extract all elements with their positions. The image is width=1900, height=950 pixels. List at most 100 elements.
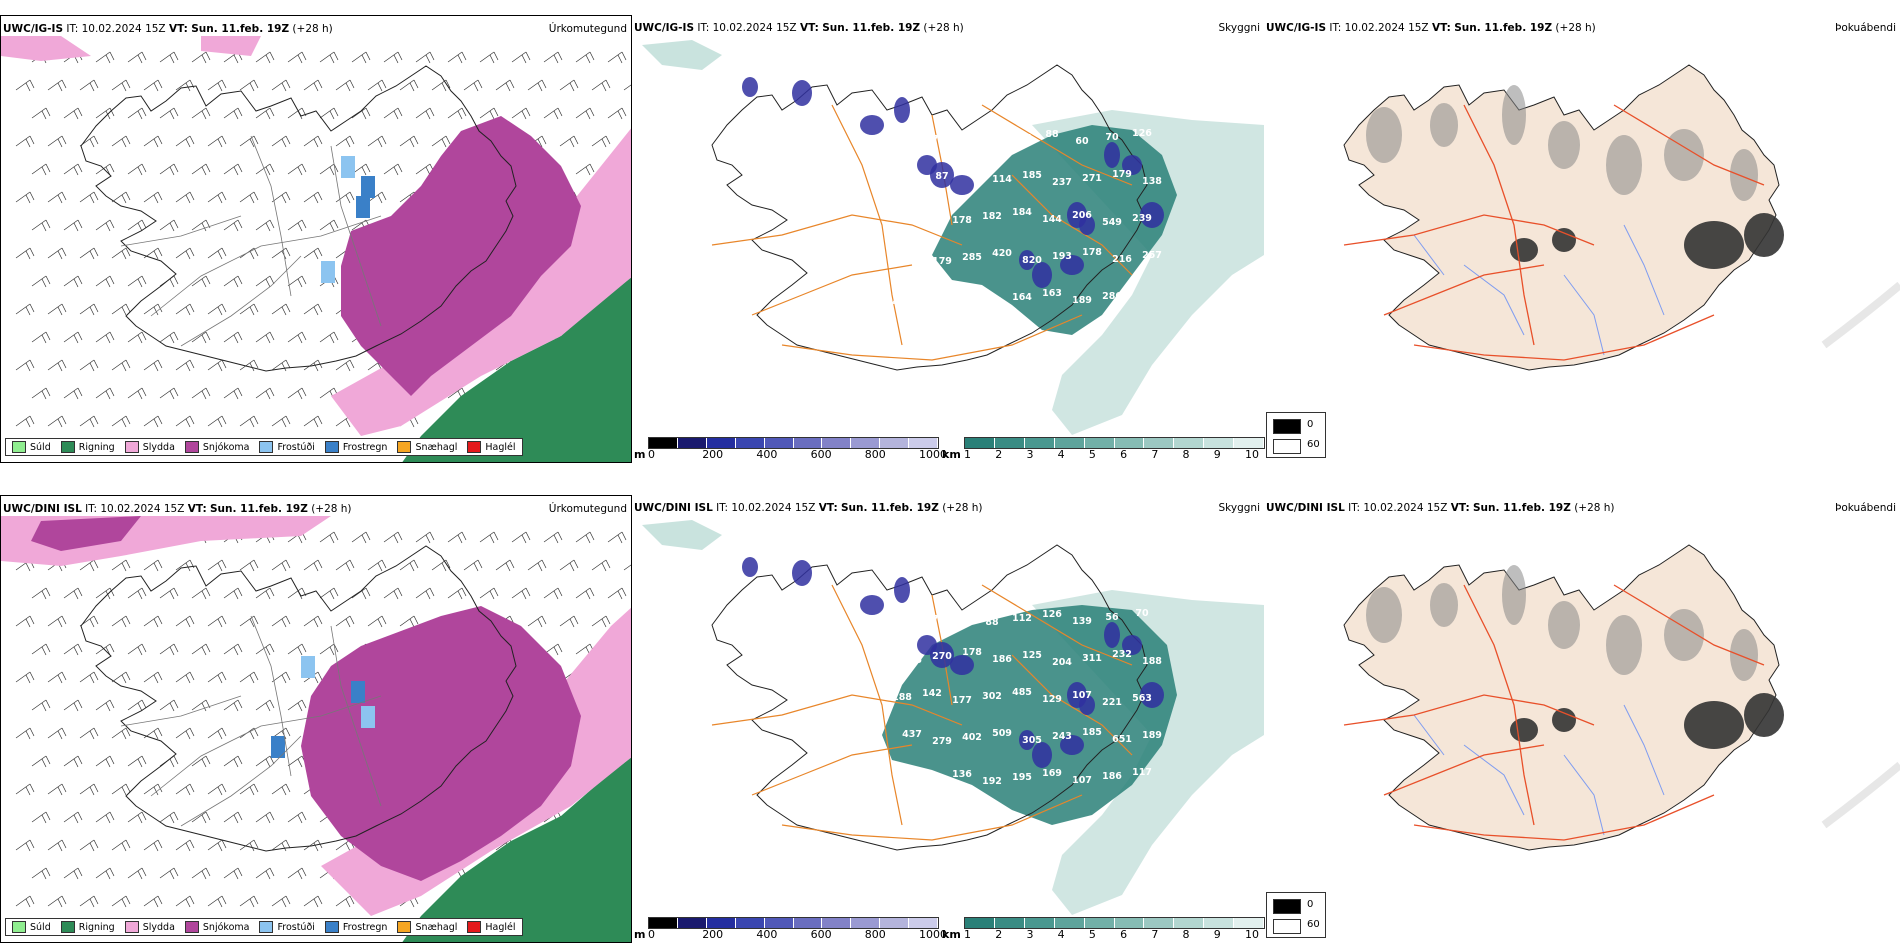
fog-key-top: 0 60: [1266, 412, 1326, 458]
panel-header: UWC/DINI ISL IT: 10.02.2024 15Z VT: Sun.…: [1266, 502, 1615, 514]
wind-barb: [47, 839, 67, 852]
wind-barb: [223, 811, 243, 824]
wind-barb: [223, 755, 243, 768]
wind-barb: [111, 895, 131, 908]
wind-barb: [223, 275, 243, 288]
wind-barb: [47, 415, 67, 428]
colorbar-tick-label: 400: [756, 928, 778, 941]
fog-index-patch: [1366, 107, 1402, 163]
road: [120, 215, 242, 247]
coastline: [80, 65, 517, 372]
wind-barb: [175, 839, 195, 852]
colorbar-tick-label: 1: [964, 448, 971, 461]
wind-barb: [287, 331, 307, 344]
high-terrain-patch: [950, 655, 974, 675]
visibility-value-label: 290: [902, 814, 922, 825]
visibility-value-label: 178: [962, 647, 982, 658]
colorbar-bin: [649, 438, 678, 448]
visibility-value-label: 117: [1132, 767, 1152, 778]
wind-barb: [79, 303, 99, 316]
river: [1623, 704, 1665, 796]
precip-legend-item: Haglél: [467, 921, 516, 933]
colorbar-bin: [1234, 918, 1265, 928]
colorbar-tick-label: 3: [1026, 448, 1034, 461]
wind-barb: [15, 783, 35, 796]
precip-type-panel-bottom: UWC/DINI ISL IT: 10.02.2024 15Z VT: Sun.…: [0, 495, 632, 943]
wind-barb: [223, 867, 243, 880]
visibility-value-label: 192: [982, 776, 1002, 787]
wind-barb: [511, 51, 531, 64]
wind-barb: [191, 107, 211, 120]
wind-barb: [287, 811, 307, 824]
visibility-value-label: 509: [992, 728, 1012, 739]
coastline: [80, 545, 517, 852]
road: [981, 584, 1133, 666]
visibility-value-label: 138: [1142, 176, 1162, 187]
wind-barb: [143, 191, 163, 204]
road: [330, 625, 382, 807]
wind-barb: [239, 615, 259, 628]
freezing-precip-patch: [301, 656, 315, 678]
sleet-area: [1, 36, 91, 61]
low-visibility-haze: [1032, 110, 1264, 435]
wind-barb: [127, 219, 147, 232]
colorbar-bin: [1144, 438, 1175, 448]
wind-barb: [31, 331, 51, 344]
visibility-labels: 65 77 115 88 112 126 139 56 70 296 270 178 186 125 204…: [892, 607, 1162, 828]
wind-barb: [63, 107, 83, 120]
wind-barb: [255, 387, 275, 400]
precip-type-map-top: [1, 36, 631, 462]
wind-barb: [95, 275, 115, 288]
wind-barb: [47, 359, 67, 372]
colorbar-bin: [1144, 918, 1175, 928]
fog-index-patch: [1548, 601, 1580, 649]
colorbar-tick-label: 4: [1057, 928, 1065, 941]
fog-index-patch: [1664, 129, 1704, 181]
visibility-value-label: 237: [1052, 177, 1072, 188]
visibility-value-label: 57: [895, 777, 908, 788]
fog-key-swatch-0: [1273, 899, 1301, 914]
wind-barb: [159, 107, 179, 120]
road: [831, 584, 903, 826]
colorbar-tick-label: 400: [756, 448, 778, 461]
fog-key-swatch-60: [1273, 919, 1301, 934]
colorbar-bin: [706, 438, 736, 448]
wind-barb: [447, 51, 467, 64]
fog-panel-bottom: UWC/DINI ISL IT: 10.02.2024 15Z VT: Sun.…: [1264, 495, 1900, 943]
visibility-value-label: 549: [1102, 217, 1122, 228]
wind-barb: [271, 615, 291, 628]
wind-barb: [143, 135, 163, 148]
wind-barb: [239, 783, 259, 796]
precip-legend-item: Súld: [12, 441, 51, 453]
wind-barb: [127, 587, 147, 600]
wind-barb: [127, 811, 147, 824]
visibility-value-label: 216: [1112, 254, 1132, 265]
wind-barb: [95, 387, 115, 400]
wind-barb: [191, 163, 211, 176]
visibility-map-bottom: 65 77 115 88 112 126 139 56 70 296 270 178 186 125 204…: [642, 520, 1264, 915]
wind-barb: [111, 783, 131, 796]
fog-index-patch: [1664, 609, 1704, 661]
river: [1563, 274, 1605, 356]
wind-barb: [223, 699, 243, 712]
road: [1413, 794, 1715, 841]
precip-legend-item: Slydda: [124, 441, 175, 453]
panel-header: UWC/IG-IS IT: 10.02.2024 15Z VT: Sun. 11…: [634, 22, 964, 34]
coastline: [711, 64, 1148, 371]
visibility-value-label: 286: [1102, 291, 1122, 302]
wind-barb: [79, 79, 99, 92]
wind-barb: [319, 107, 339, 120]
river: [1623, 224, 1665, 316]
legend-swatch: [259, 921, 274, 933]
legend-swatch: [60, 441, 75, 453]
wind-barb: [111, 415, 131, 428]
precip-legend-item: Súld: [12, 921, 51, 933]
wind-barb: [511, 587, 531, 600]
wind-barb: [207, 559, 227, 572]
wind-barb: [79, 247, 99, 260]
colorbar-tick-label: 200: [702, 448, 724, 461]
wind-barb: [159, 867, 179, 880]
wind-barb: [159, 163, 179, 176]
wind-barb: [239, 559, 259, 572]
colorbar-tick-label: 10: [1245, 448, 1259, 461]
